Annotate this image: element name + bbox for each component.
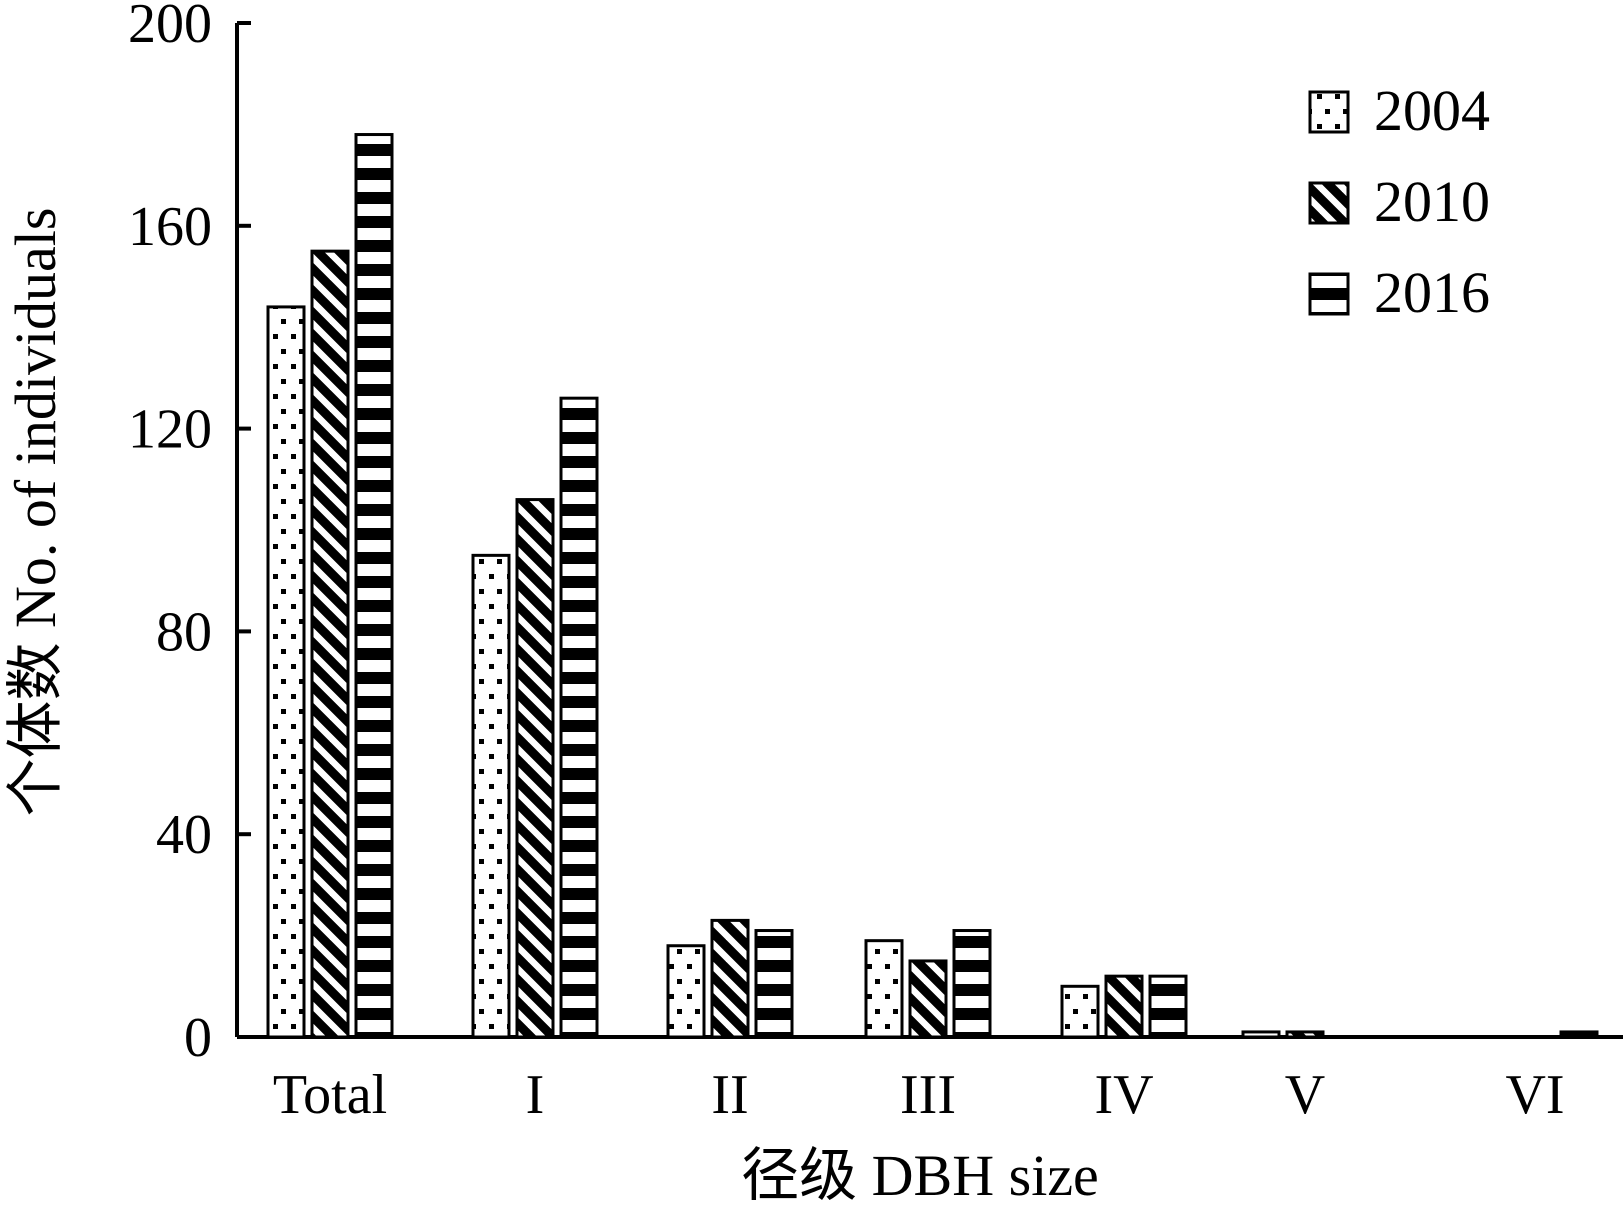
legend-swatch-2004 <box>1308 90 1350 134</box>
bar-2010-I <box>515 498 555 1039</box>
x-axis-title: 径级 DBH size <box>741 1143 1099 1208</box>
bar-2010-III <box>908 959 948 1039</box>
bar-2010-Total <box>310 249 350 1039</box>
bar-2004-II <box>666 944 706 1039</box>
bar-2016-III <box>952 929 992 1039</box>
bar-2016-Total <box>354 133 394 1039</box>
bar-group <box>266 133 1599 1039</box>
bar-2016-II <box>754 929 794 1039</box>
x-category-label: Total <box>273 1064 387 1126</box>
y-tick-label: 40 <box>156 804 212 866</box>
bar-2016-I <box>559 396 599 1039</box>
y-tick-label: 120 <box>128 399 212 461</box>
y-tick-label: 80 <box>156 601 212 663</box>
x-category-label: III <box>900 1064 956 1126</box>
legend-swatch-2010 <box>1308 181 1350 225</box>
bar-2016-VI <box>1559 1030 1599 1039</box>
chart-legend: 2004 2010 2016 <box>1308 78 1490 325</box>
y-tick-label: 0 <box>184 1007 212 1069</box>
bar-2004-I <box>471 553 511 1039</box>
bar-2016-IV <box>1148 974 1188 1039</box>
legend-label: 2010 <box>1374 169 1490 234</box>
bar-2004-V <box>1241 1030 1281 1039</box>
bar-2004-III <box>864 939 904 1039</box>
y-tick-label: 160 <box>128 196 212 258</box>
x-category-label: VI <box>1505 1064 1564 1126</box>
legend-swatch-2016 <box>1308 272 1350 316</box>
bar-2004-Total <box>266 305 306 1039</box>
legend-label: 2004 <box>1374 78 1490 143</box>
y-tick-label: 200 <box>128 0 212 55</box>
bar-2010-IV <box>1104 974 1144 1039</box>
bar-2010-V <box>1285 1030 1325 1039</box>
y-axis-title: 个体数 No. of individuals <box>3 208 68 817</box>
x-category-label: IV <box>1094 1064 1153 1126</box>
x-category-label: II <box>711 1064 748 1126</box>
bar-2010-II <box>710 918 750 1039</box>
x-category-label: V <box>1285 1064 1325 1126</box>
x-category-label: I <box>526 1064 545 1126</box>
legend-label: 2016 <box>1374 260 1490 325</box>
bar-2004-IV <box>1060 984 1100 1039</box>
